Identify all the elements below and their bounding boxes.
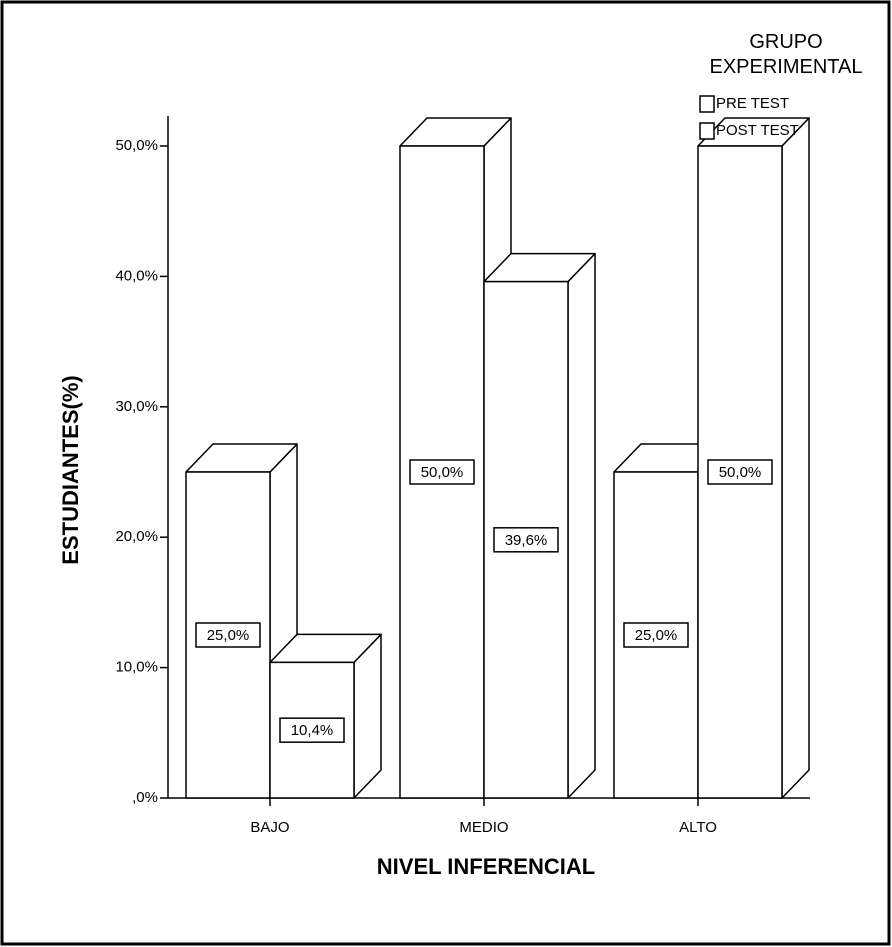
y-tick-label: 30,0% xyxy=(115,398,158,415)
y-tick-label: 40,0% xyxy=(115,267,158,284)
bar-side xyxy=(781,117,810,799)
value-label-box xyxy=(623,622,689,648)
x-tick-label: BAJO xyxy=(250,819,289,836)
value-label-box xyxy=(409,459,475,485)
legend-label: POST TEST xyxy=(716,122,799,139)
value-label-box xyxy=(707,459,773,485)
value-label: 39,6% xyxy=(505,532,548,549)
legend-title: GRUPO EXPERIMENTAL xyxy=(709,31,863,78)
value-label: 50,0% xyxy=(421,464,464,481)
value-label-box xyxy=(279,717,345,743)
x-tick-label: MEDIO xyxy=(459,819,508,836)
value-label: 10,4% xyxy=(291,722,334,739)
y-axis-label: ESTUDIANTES(%) xyxy=(58,375,83,564)
value-label: 25,0% xyxy=(207,627,250,644)
x-tick-label: ALTO xyxy=(679,819,717,836)
y-tick-label: ,0% xyxy=(132,789,158,806)
y-tick-label: 50,0% xyxy=(115,137,158,154)
value-label-box xyxy=(195,622,261,648)
value-label: 50,0% xyxy=(719,464,762,481)
y-tick-label: 10,0% xyxy=(115,659,158,676)
legend-label: PRE TEST xyxy=(716,95,789,112)
legend-swatch xyxy=(699,122,715,140)
x-axis-label: NIVEL INFERENCIAL xyxy=(377,854,595,879)
legend-swatch xyxy=(699,95,715,113)
value-label: 25,0% xyxy=(635,627,678,644)
y-tick-label: 20,0% xyxy=(115,528,158,545)
value-label-box xyxy=(493,527,559,553)
bar-side xyxy=(567,252,596,799)
